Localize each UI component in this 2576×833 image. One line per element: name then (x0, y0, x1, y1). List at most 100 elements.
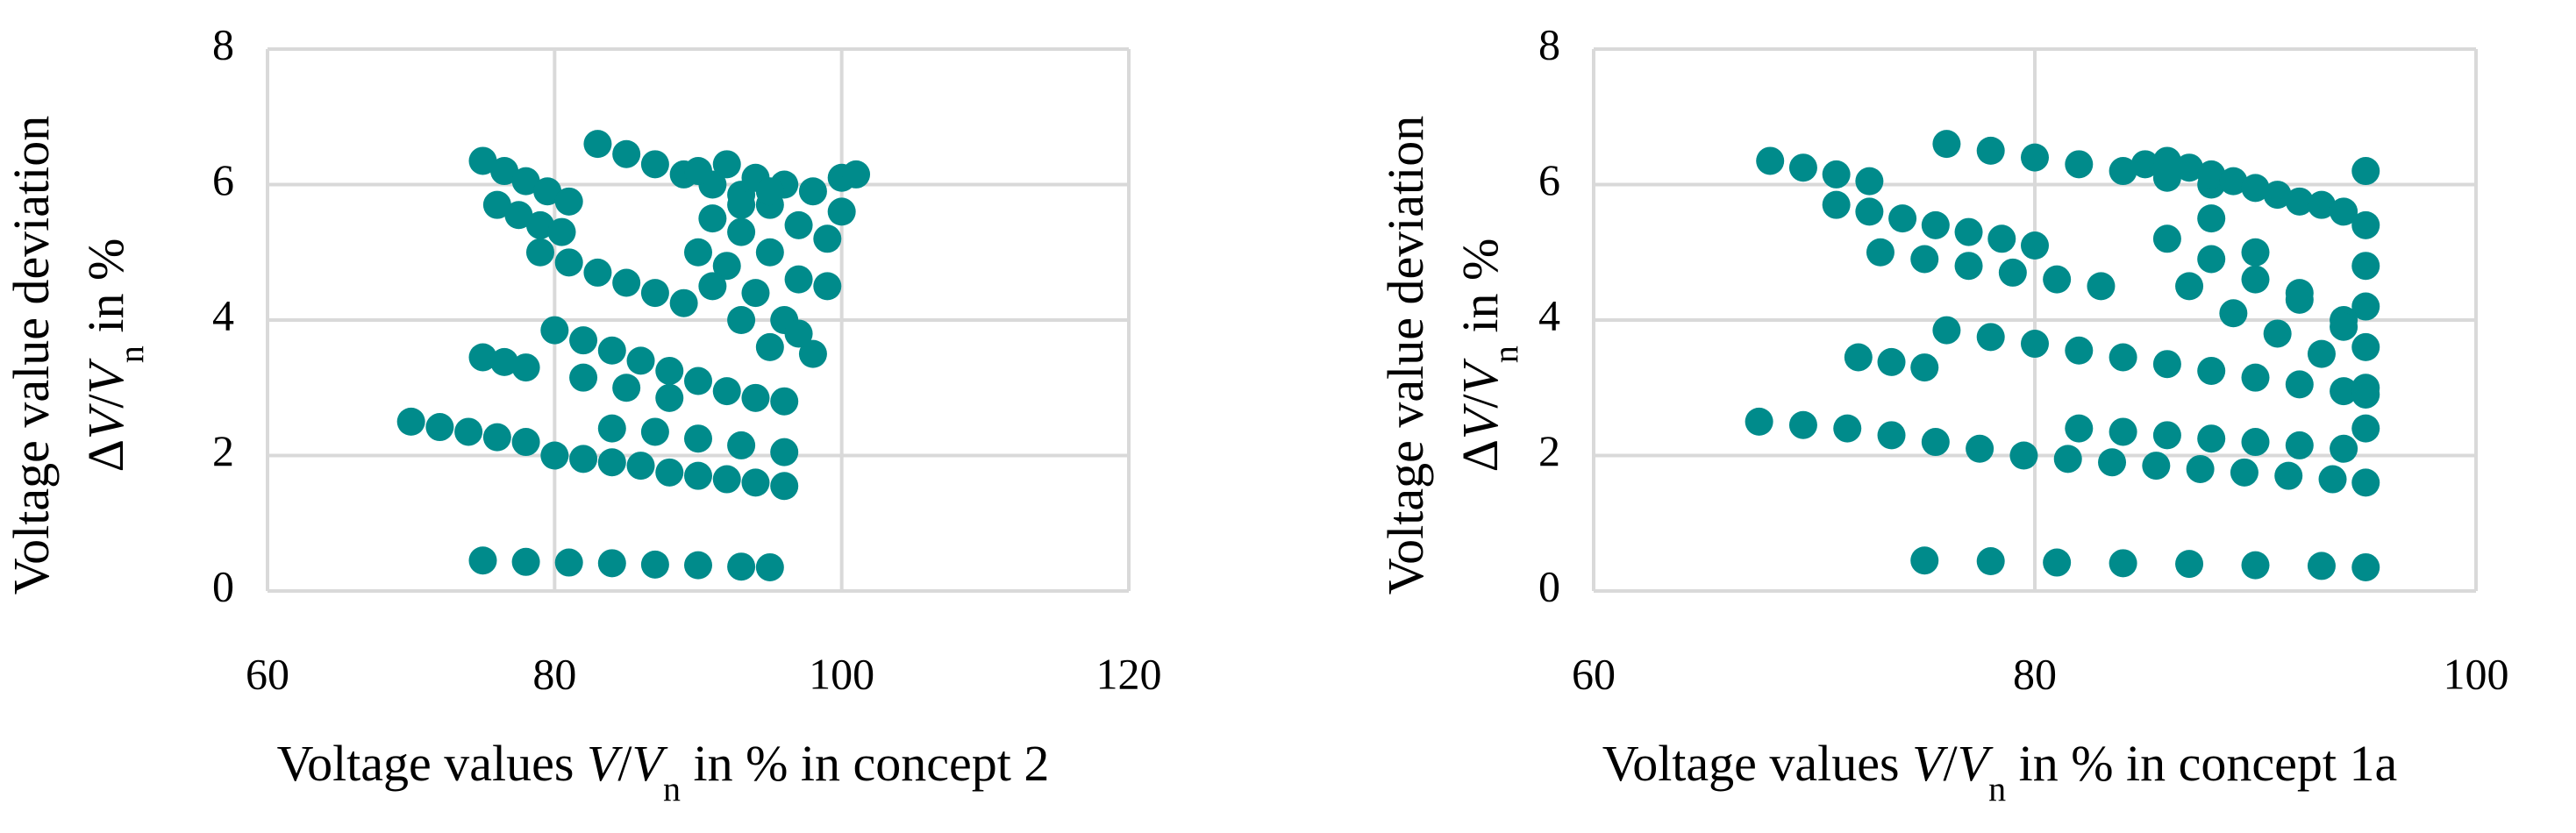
point (712, 150, 741, 179)
point (640, 150, 669, 179)
point (2175, 272, 2204, 301)
point (2043, 548, 2072, 577)
point (2307, 339, 2336, 368)
x-tick-label: 80 (532, 649, 576, 698)
y-tick-label: 4 (1538, 290, 1560, 339)
point (2109, 549, 2137, 578)
label-part: n (1486, 345, 1525, 363)
point (1822, 190, 1851, 219)
point (2021, 143, 2049, 172)
label-part: V (1452, 402, 1509, 439)
label-part: Δ (1452, 439, 1509, 472)
point (741, 468, 770, 497)
point (2053, 445, 2082, 473)
point (597, 414, 626, 443)
point (1833, 414, 1862, 443)
point (727, 217, 756, 246)
point (540, 441, 569, 470)
point (770, 438, 799, 466)
point (2241, 551, 2270, 580)
x-axis-label: Voltage values V/Vn in % in concept 2 (277, 735, 1050, 808)
point (2330, 434, 2358, 463)
point (626, 346, 655, 375)
point (755, 552, 784, 581)
label-part: n (111, 345, 151, 363)
point (1788, 410, 1817, 439)
point (2351, 332, 2380, 361)
y-tick-label: 6 (1538, 155, 1560, 204)
point (2043, 265, 2072, 294)
point (2197, 356, 2226, 385)
point (540, 316, 569, 345)
point (597, 336, 626, 365)
y-axis-label: ΔV/Vn in % (1452, 239, 1525, 473)
point (698, 204, 727, 233)
point (2186, 454, 2215, 483)
point (770, 387, 799, 416)
point (698, 272, 727, 301)
point (2285, 187, 2314, 216)
point (504, 201, 533, 230)
label-part: Voltage values (277, 735, 587, 792)
point (755, 177, 784, 206)
point (2263, 319, 2292, 348)
y-tick-label: 0 (212, 561, 234, 610)
x-tick-label: 60 (246, 649, 289, 698)
point (1877, 347, 1906, 376)
point (1888, 204, 1917, 233)
point (547, 217, 576, 246)
label-part: / (1944, 735, 1959, 792)
point (1822, 160, 1851, 189)
label-part: in % in concept 1a (2006, 735, 2397, 792)
label-part: V (77, 402, 134, 439)
point (684, 238, 712, 267)
point (612, 268, 641, 297)
point (1921, 428, 1950, 457)
point (1877, 421, 1906, 450)
point (640, 550, 669, 579)
point (741, 383, 770, 412)
y-axis-label: Voltage value deviation (3, 116, 60, 595)
point (684, 551, 712, 580)
point (583, 130, 612, 159)
y-axis-label: Voltage value deviation (1377, 116, 1434, 595)
point (583, 258, 612, 287)
label-part: / (1452, 394, 1509, 409)
point (2274, 461, 2303, 490)
point (2351, 157, 2380, 186)
point (569, 363, 598, 392)
point (1921, 210, 1950, 239)
point (1866, 238, 1895, 267)
label-part: / (77, 394, 134, 409)
point (1976, 547, 2005, 576)
point (669, 288, 698, 317)
point (597, 448, 626, 477)
point (798, 339, 827, 368)
x-tick-label: 60 (1572, 649, 1616, 698)
point (554, 248, 583, 277)
point (1910, 546, 1939, 575)
point (1788, 153, 1817, 182)
point (813, 224, 842, 253)
point (2285, 431, 2314, 459)
point (2241, 363, 2270, 392)
point (684, 424, 712, 453)
point (813, 272, 842, 301)
point (2130, 150, 2159, 179)
point (2285, 279, 2314, 308)
point (569, 326, 598, 355)
point (2351, 414, 2380, 443)
point (511, 547, 540, 576)
point (396, 407, 425, 436)
point (655, 458, 684, 487)
point (727, 552, 756, 581)
point (1855, 167, 1884, 196)
point (2351, 252, 2380, 281)
point (2351, 468, 2380, 497)
point (684, 461, 712, 490)
point (2098, 448, 2127, 477)
point (2065, 150, 2094, 179)
point (2065, 336, 2094, 365)
point (2197, 424, 2226, 453)
